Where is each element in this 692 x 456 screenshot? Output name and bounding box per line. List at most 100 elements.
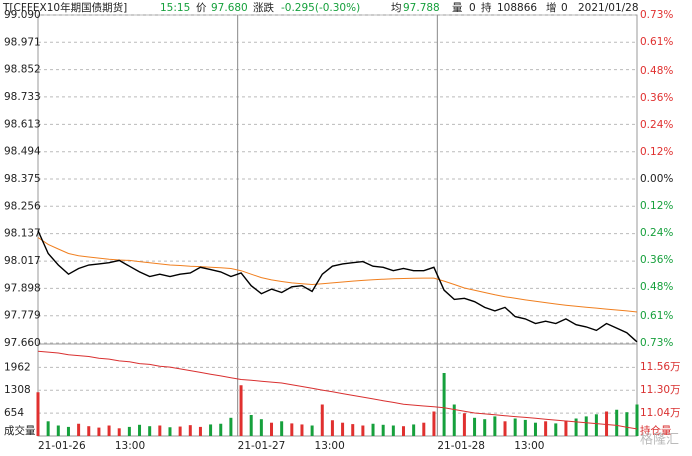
- frame: [37, 14, 638, 437]
- volume-bar: [635, 404, 639, 436]
- volume-axis-title: 成交量: [4, 424, 36, 437]
- volume-bar: [168, 427, 172, 436]
- y-tick-label: 98.613: [4, 118, 41, 130]
- volume-bar: [615, 409, 619, 436]
- inc-label: 增: [546, 1, 557, 14]
- volume-bar: [473, 417, 477, 436]
- volume-bar: [209, 424, 213, 436]
- y-tick-label: 99.090: [4, 9, 41, 21]
- volume-bar: [148, 426, 152, 436]
- volume-bar: [462, 413, 466, 436]
- volume-bar: [351, 424, 355, 436]
- volume-bar: [401, 426, 405, 436]
- x-tick-label: 13:00: [115, 440, 145, 452]
- y2-tick-label: 0.24%: [640, 227, 673, 239]
- x-tick-label: 21-01-26: [38, 440, 86, 452]
- volume-bar: [625, 412, 629, 436]
- oi-label: 持: [481, 1, 492, 14]
- volume-bar: [229, 417, 233, 436]
- y-tick-label: 98.375: [4, 173, 41, 185]
- y-tick-label: 98.256: [4, 200, 41, 212]
- volume-bar: [270, 422, 274, 436]
- volume-bar: [87, 426, 91, 436]
- volume-bar: [56, 425, 60, 436]
- y-tick-label: 97.779: [4, 310, 41, 322]
- y-tick-label: 1962: [4, 361, 31, 373]
- y2-tick-label: 0.73%: [640, 337, 673, 349]
- y2-tick-label: 0.48%: [640, 65, 673, 77]
- volume-bar: [513, 418, 517, 436]
- volume-bar: [249, 415, 253, 436]
- y2-tick-label: 0.36%: [640, 92, 673, 104]
- volume-bar: [412, 424, 416, 436]
- volume-bar: [77, 423, 81, 436]
- y-tick-label: 1308: [4, 384, 31, 396]
- y2-tick-label: 0.36%: [640, 254, 673, 266]
- volume-bar: [391, 425, 395, 436]
- volume-bar: [422, 422, 426, 436]
- volume-bar: [280, 421, 284, 436]
- volume-bar: [442, 373, 446, 436]
- watermark: 格隆汇: [640, 432, 679, 448]
- y2-tick-label: 0.24%: [640, 119, 673, 131]
- x-tick-label: 13:00: [315, 440, 345, 452]
- vol: 0: [469, 2, 476, 14]
- y-tick-label: 98.494: [4, 146, 41, 158]
- y-tick-label: 98.017: [4, 255, 41, 267]
- y2-tick-label: 0.73%: [640, 9, 673, 21]
- volume-bar: [138, 424, 142, 436]
- vol-label: 量: [452, 2, 463, 14]
- y-tick-label: 97.898: [4, 282, 41, 294]
- volume-bar: [605, 411, 609, 436]
- y-tick-label: 98.971: [4, 36, 41, 48]
- volume-bar: [533, 422, 537, 436]
- symbol: T[CFFEX10年期国债期货]: [2, 1, 127, 14]
- volume-bar: [584, 416, 588, 436]
- y-tick-label: 654: [4, 407, 24, 419]
- volume-bar: [503, 421, 507, 436]
- y-tick-label: 98.733: [4, 91, 41, 103]
- volume-bar: [178, 426, 182, 436]
- avg: 97.788: [403, 2, 440, 14]
- price-line: [37, 230, 638, 343]
- volume-bar: [330, 420, 334, 436]
- y2-tick-label: 0.12%: [640, 200, 673, 212]
- x-tick-label: 21-01-27: [238, 440, 286, 452]
- open-interest-line: [37, 350, 638, 430]
- inc: 0: [561, 2, 568, 14]
- volume-bar: [36, 392, 40, 436]
- volume-bar: [259, 419, 263, 436]
- y2-tick-label: 0.00%: [640, 173, 673, 185]
- volume-bar: [493, 416, 497, 436]
- price-label: 价: [196, 2, 207, 14]
- volume-bar: [107, 425, 111, 436]
- volume-bar: [188, 425, 192, 436]
- volume-bar: [290, 423, 294, 436]
- y2-tick-label: 0.61%: [640, 36, 673, 48]
- change: -0.295(-0.30%): [281, 2, 360, 14]
- y2-tick-label: 11.30万: [640, 384, 681, 396]
- date: 2021/01/28: [578, 2, 639, 14]
- volume-bar: [127, 426, 131, 436]
- volume-bar: [594, 414, 598, 436]
- volume-bar: [432, 411, 436, 436]
- oi: 108866: [497, 2, 537, 14]
- volume-bar: [66, 426, 70, 436]
- volume-bar: [310, 425, 314, 436]
- volume-bar: [219, 423, 223, 436]
- volume-bar: [452, 404, 456, 436]
- x-tick-label: 21-01-28: [437, 440, 485, 452]
- volume-bar: [554, 423, 558, 436]
- volume-bar: [300, 424, 304, 436]
- volume-bar: [158, 425, 162, 436]
- volume-bar: [483, 419, 487, 436]
- avg-label: 均: [391, 2, 402, 14]
- volume-bar: [381, 424, 385, 436]
- time: 15:15: [160, 2, 190, 14]
- average-line: [37, 237, 638, 313]
- y2-tick-label: 0.48%: [640, 281, 673, 293]
- y2-tick-label: 0.12%: [640, 146, 673, 158]
- y2-tick-label: 0.61%: [640, 310, 673, 322]
- volume-bar: [117, 428, 121, 436]
